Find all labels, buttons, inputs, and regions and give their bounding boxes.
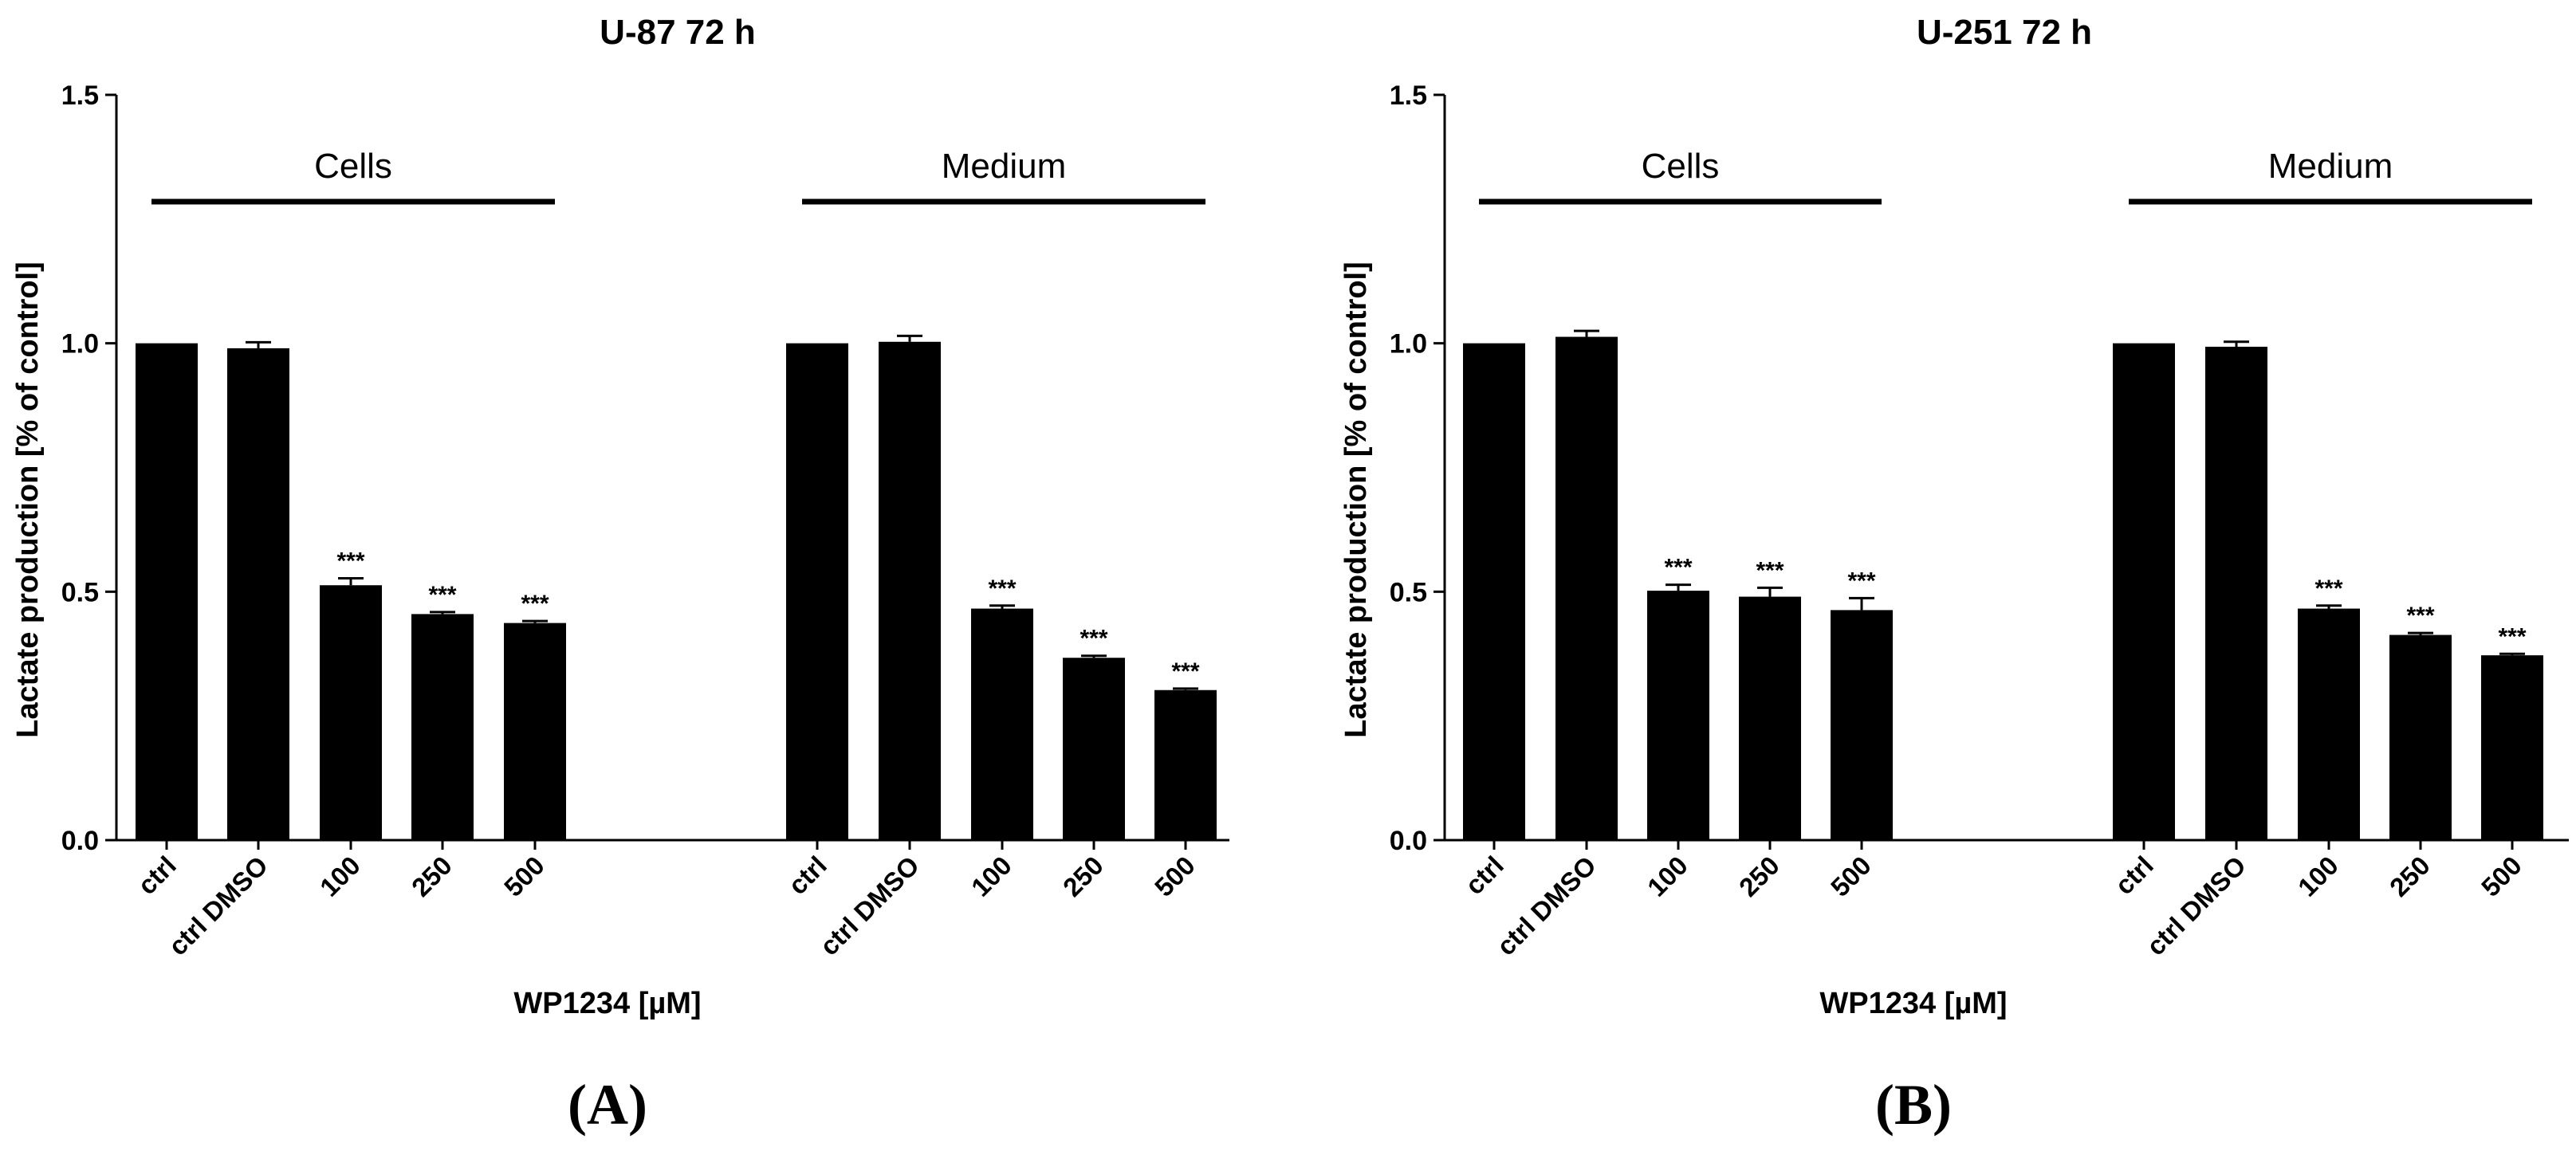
category-label: 250 <box>1057 850 1109 902</box>
significance-label: *** <box>2498 623 2526 650</box>
significance-label: *** <box>1080 626 1107 652</box>
x-axis-label: WP1234 [µM] <box>1819 987 2007 1020</box>
significance-label: *** <box>1664 555 1692 581</box>
bar <box>411 614 474 840</box>
category-label: 100 <box>2292 850 2344 902</box>
category-label: 500 <box>498 850 550 902</box>
category-label: 500 <box>1149 850 1201 902</box>
y-axis-label: Lactate production [% of control] <box>1339 261 1373 737</box>
significance-label: *** <box>2406 603 2434 629</box>
bar <box>1063 658 1125 840</box>
group-label: Medium <box>942 147 1067 186</box>
bar <box>1555 336 1618 840</box>
chart-title: U-251 72 h <box>1917 13 2092 52</box>
y-tick-label: 0.5 <box>1390 577 1427 607</box>
significance-label: *** <box>988 576 1016 602</box>
y-tick-label: 1.5 <box>1390 81 1427 111</box>
significance-label: *** <box>2314 576 2342 602</box>
group-label: Cells <box>1642 147 1720 186</box>
bar <box>1463 343 1525 841</box>
category-label: 100 <box>314 850 366 902</box>
y-tick-label: 1.0 <box>1390 329 1427 359</box>
bar <box>1647 591 1709 840</box>
y-axis-label: Lactate production [% of control] <box>11 261 45 737</box>
bar <box>1154 689 1217 840</box>
chart-title: U-87 72 h <box>600 13 756 52</box>
chart-panel-a: U-87 72 h Lactate production [% of contr… <box>11 13 1229 1137</box>
bar <box>320 585 382 840</box>
bar <box>136 343 198 841</box>
category-label: ctrl DMSO <box>2141 850 2252 961</box>
bar <box>2481 655 2543 840</box>
category-label: ctrl DMSO <box>163 850 273 961</box>
bar <box>1739 596 1801 840</box>
category-label: ctrl DMSO <box>1491 850 1602 961</box>
y-tick-label: 0.5 <box>61 577 99 607</box>
group-label: Cells <box>314 147 392 186</box>
category-label: ctrl <box>782 850 832 900</box>
group-label: Medium <box>2268 147 2393 186</box>
bar <box>504 623 566 840</box>
category-label: 100 <box>966 850 1017 902</box>
category-label: 250 <box>1733 850 1785 902</box>
panel-label: (B) <box>1875 1073 1952 1137</box>
bar <box>2205 347 2267 840</box>
y-tick-label: 0.0 <box>61 826 99 856</box>
bar <box>1831 610 1893 840</box>
category-label: 100 <box>1642 850 1693 902</box>
panel-label: (A) <box>568 1073 647 1137</box>
category-label: 500 <box>2476 850 2527 902</box>
significance-label: *** <box>336 548 364 575</box>
bar <box>786 343 848 841</box>
bar <box>2113 343 2175 841</box>
bar <box>2298 608 2360 840</box>
significance-label: *** <box>521 591 549 617</box>
bar <box>2389 634 2452 840</box>
bar <box>879 341 941 841</box>
category-label: 250 <box>2384 850 2436 902</box>
y-tick-label: 1.5 <box>61 81 99 111</box>
category-label: ctrl <box>132 850 181 900</box>
category-label: ctrl <box>2109 850 2158 900</box>
chart-panel-b: U-251 72 h Lactate production [% of cont… <box>1339 13 2569 1137</box>
y-tick-label: 1.0 <box>61 329 99 359</box>
category-label: 500 <box>1825 850 1877 902</box>
significance-label: *** <box>1171 658 1199 685</box>
bar <box>971 608 1033 840</box>
bar <box>227 348 289 840</box>
category-label: ctrl DMSO <box>814 850 925 961</box>
y-tick-label: 0.0 <box>1390 826 1427 856</box>
category-label: 250 <box>406 850 458 902</box>
significance-label: *** <box>1756 557 1784 583</box>
significance-label: *** <box>428 582 456 608</box>
significance-label: *** <box>1847 568 1875 594</box>
category-label: ctrl <box>1459 850 1508 900</box>
x-axis-label: WP1234 [µM] <box>513 987 701 1020</box>
